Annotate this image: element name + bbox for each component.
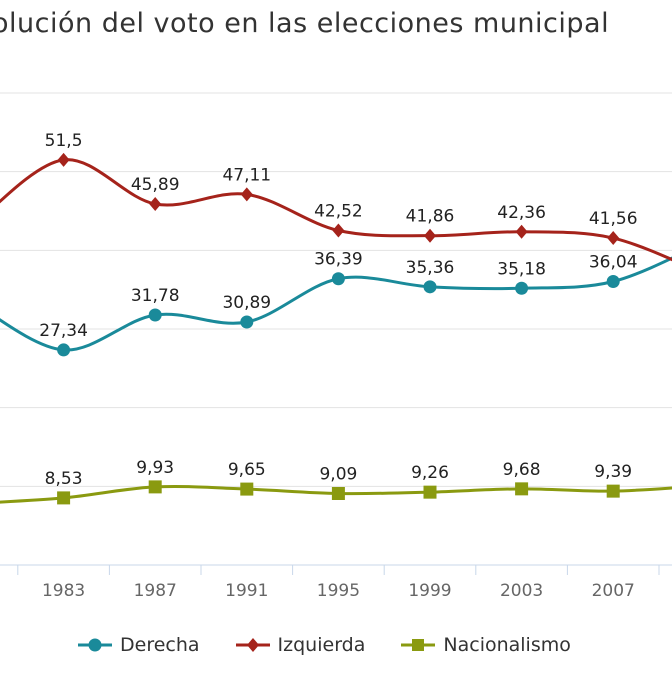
data-point-nacionalismo: [148, 480, 162, 494]
data-label-derecha: 35,18: [497, 259, 546, 279]
data-point-derecha: [240, 315, 254, 329]
legend-marker-izquierda: [235, 638, 270, 652]
legend-item-derecha[interactable]: Derecha: [78, 634, 200, 656]
data-point-izquierda: [424, 228, 436, 243]
data-point-derecha: [606, 274, 620, 288]
data-point-nacionalismo: [606, 484, 620, 498]
data-label-izquierda: 47,11: [222, 165, 271, 185]
data-point-nacionalismo: [423, 485, 437, 499]
data-point-derecha: [148, 308, 162, 322]
legend-item-izquierda[interactable]: Izquierda: [235, 634, 366, 656]
data-point-nacionalismo: [240, 482, 254, 496]
data-label-derecha: 30,89: [222, 293, 271, 313]
x-tick-label: 1987: [134, 581, 177, 601]
data-label-nacionalismo: 9,39: [594, 462, 632, 482]
data-label-izquierda: 41,86: [406, 207, 455, 227]
data-point-derecha: [515, 281, 529, 295]
data-point-nacionalismo: [515, 482, 529, 496]
data-label-izquierda: 45,89: [131, 175, 180, 195]
data-point-derecha: [423, 280, 437, 294]
data-point-izquierda: [240, 187, 253, 202]
data-point-derecha: [57, 343, 71, 357]
legend-item-nacionalismo[interactable]: Nacionalismo: [401, 634, 571, 656]
data-label-izquierda: 42,52: [314, 202, 363, 222]
legend-label-izquierda: Izquierda: [277, 634, 366, 656]
data-point-nacionalismo: [57, 491, 71, 505]
data-point-nacionalismo: [331, 486, 345, 500]
x-tick-label: 1995: [317, 581, 360, 601]
data-label-derecha: 31,78: [131, 286, 180, 306]
data-label-nacionalismo: 8,53: [45, 469, 83, 489]
data-point-izquierda: [332, 223, 345, 238]
data-label-nacionalismo: 9,65: [228, 460, 266, 480]
legend-label-nacionalismo: Nacionalismo: [443, 634, 571, 656]
data-label-izquierda: 51,5: [45, 131, 83, 151]
data-point-izquierda: [149, 196, 162, 211]
data-point-izquierda: [515, 224, 528, 239]
x-tick-label: 1991: [225, 581, 268, 601]
legend-marker-nacionalismo: [401, 639, 436, 651]
data-point-derecha: [331, 272, 345, 286]
data-label-nacionalismo: 9,93: [136, 458, 174, 478]
data-point-izquierda: [57, 152, 70, 167]
x-tick-label: 1999: [408, 581, 451, 601]
chart-title: olución del voto en las elecciones munic…: [0, 8, 610, 39]
x-tick-label: 1983: [42, 581, 85, 601]
data-label-derecha: 36,39: [314, 250, 363, 270]
data-label-nacionalismo: 9,09: [319, 464, 357, 484]
data-label-derecha: 35,36: [406, 258, 455, 278]
legend-label-derecha: Derecha: [120, 634, 200, 656]
x-tick-label: 2003: [500, 581, 543, 601]
legend: Derecha Izquierda Nacionalismo: [78, 634, 571, 656]
data-label-izquierda: 41,56: [589, 209, 638, 229]
data-label-derecha: 27,34: [39, 321, 88, 341]
legend-marker-derecha: [78, 638, 112, 652]
data-label-izquierda: 42,36: [497, 203, 546, 223]
data-label-nacionalismo: 9,26: [411, 463, 449, 483]
data-point-izquierda: [607, 231, 620, 246]
x-tick-label: 2007: [592, 581, 635, 601]
data-label-nacionalismo: 9,68: [503, 460, 541, 480]
data-label-derecha: 36,04: [589, 252, 638, 272]
